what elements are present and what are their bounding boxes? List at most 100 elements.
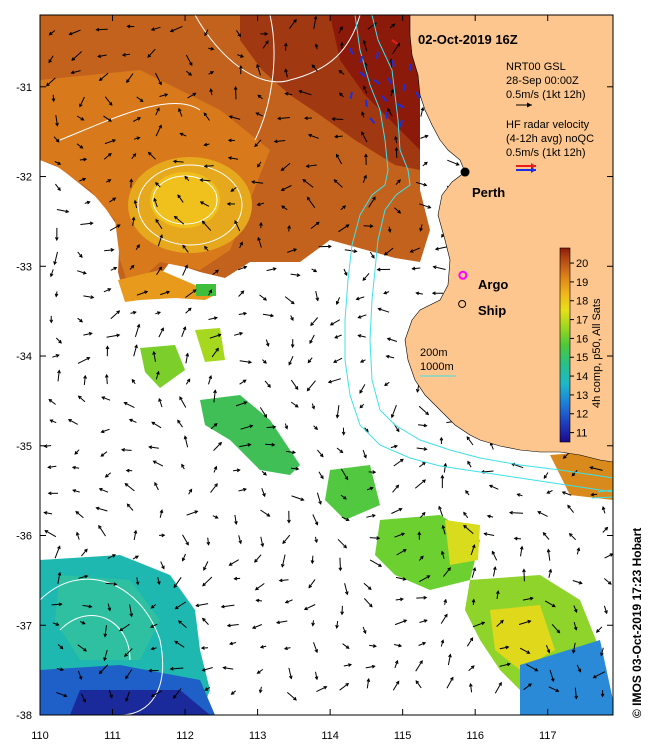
model-arrow (235, 30, 241, 37)
model-arrow (109, 197, 116, 203)
model-arrow (99, 664, 109, 674)
lat-tick-label: -33 (16, 261, 32, 273)
model-arrow (338, 70, 345, 75)
sst-field (40, 15, 613, 715)
model-arrow (387, 338, 398, 342)
model-arrow (306, 197, 316, 209)
model-arrow (133, 345, 138, 357)
model-arrow (209, 334, 221, 339)
model-arrow (211, 348, 219, 358)
model-arrow (362, 449, 367, 458)
model-arrow (187, 92, 196, 99)
model-arrow (46, 77, 56, 87)
model-arrow (369, 537, 380, 539)
model-arrow (105, 472, 112, 478)
model-arrow (316, 492, 322, 505)
colorbar-tick-label: 11 (576, 428, 587, 440)
model-arrow (286, 692, 297, 701)
model-arrow (285, 43, 287, 51)
model-arrow (122, 53, 131, 56)
radar-legend-title: HF radar velocity (506, 119, 590, 131)
model-arrow (418, 575, 430, 583)
model-arrow (177, 194, 184, 203)
model-arrow (418, 424, 427, 427)
model-arrow (208, 317, 218, 320)
radar-arrow (387, 77, 393, 85)
model-arrow (126, 73, 134, 83)
model-arrow (262, 40, 269, 49)
model-arrow (213, 390, 216, 403)
model-arrow (124, 402, 135, 409)
model-arrow (235, 401, 247, 407)
model-arrow (181, 326, 186, 337)
model-arrow (173, 688, 182, 699)
model-arrow (76, 532, 80, 540)
model-arrow (252, 181, 264, 184)
model-arrow (574, 687, 577, 699)
model-arrow (499, 663, 511, 667)
model-arrow (260, 509, 270, 517)
model-arrow (256, 112, 263, 117)
model-arrow (159, 510, 163, 518)
model-arrow (339, 557, 341, 571)
model-arrow (281, 185, 292, 191)
model-arrow (233, 469, 240, 472)
model-arrow (57, 370, 60, 382)
model-arrow (572, 580, 582, 584)
colorbar-tick-label: 17 (576, 315, 588, 327)
model-arrow (336, 405, 340, 418)
lon-tick-label: 113 (249, 730, 267, 742)
model-arrow (50, 419, 57, 424)
model-arrow (576, 547, 580, 555)
model-arrow (174, 216, 185, 225)
model-arrow (83, 295, 94, 298)
sst-yellow-36 (445, 520, 480, 565)
model-arrow (288, 667, 292, 679)
model-arrow (182, 534, 189, 546)
model-arrow (315, 671, 318, 680)
model-arrow (291, 495, 304, 501)
model-arrow (99, 488, 109, 493)
model-arrow (394, 660, 398, 669)
model-arrow (590, 466, 603, 471)
model-arrow (178, 620, 187, 628)
model-arrow (571, 469, 578, 477)
model-arrow (361, 131, 368, 143)
model-arrow (338, 26, 343, 34)
model-arrow (261, 488, 266, 497)
radar-arrow (365, 99, 368, 108)
model-arrow (106, 334, 120, 338)
model-arrow (185, 54, 193, 66)
radar-arrow (360, 55, 363, 64)
model-arrow (285, 599, 293, 604)
model-arrow (266, 426, 276, 429)
model-arrow (202, 220, 212, 231)
lon-tick-label: 114 (321, 730, 339, 742)
model-arrow (299, 90, 312, 96)
model-arrow (200, 179, 211, 182)
model-arrow (284, 296, 295, 304)
model-arrow (489, 484, 499, 490)
model-arrow (200, 201, 210, 207)
model-arrow (490, 442, 494, 450)
model-arrow (307, 380, 316, 391)
model-arrow (160, 561, 165, 569)
model-arrow (77, 270, 87, 274)
model-arrow (393, 458, 404, 467)
model-arrow (68, 419, 78, 425)
model-arrow (336, 154, 343, 165)
model-legend-source: NRT00 GSL (506, 61, 566, 73)
model-arrow (155, 125, 162, 137)
model-arrow (416, 292, 423, 295)
lat-tick-label: -36 (16, 531, 32, 543)
model-arrow (363, 86, 368, 94)
model-arrow (72, 489, 80, 493)
model-arrow (55, 337, 62, 344)
model-arrow (362, 626, 367, 634)
model-arrow (170, 667, 184, 670)
model-arrow (186, 510, 198, 516)
model-arrow (56, 668, 64, 671)
radar-arrow (369, 117, 376, 125)
lat-tick-label: -32 (16, 172, 32, 184)
